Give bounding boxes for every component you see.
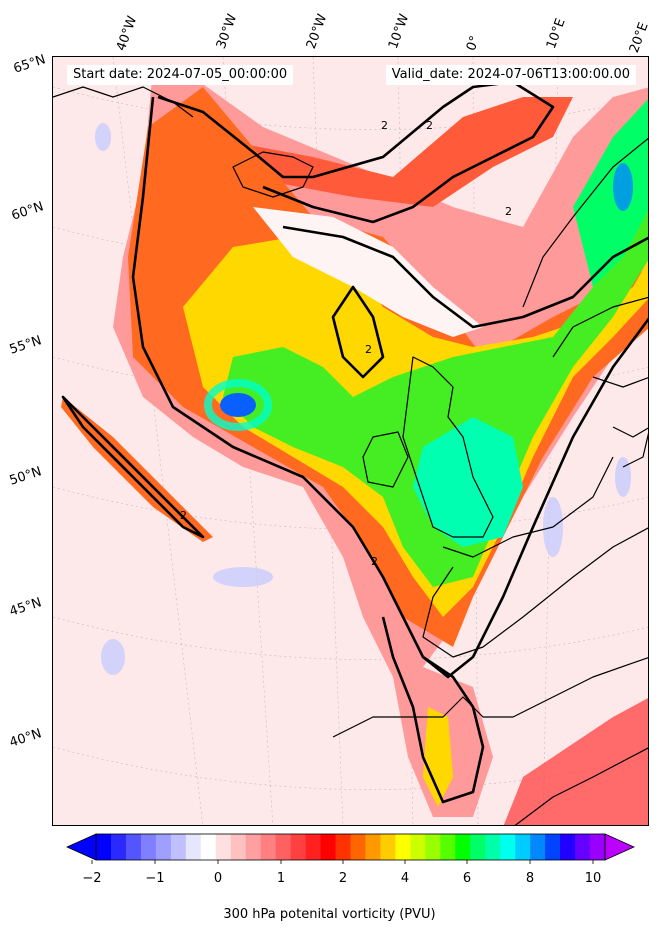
lat-label-50n: 50°N [7, 464, 44, 489]
contour-label: 2 [505, 205, 512, 218]
colorbar-segment [320, 834, 337, 860]
colorbar-tick-label: 4 [400, 871, 410, 886]
north-africa-coast [514, 747, 648, 825]
pv-band-north [233, 97, 573, 207]
colorbar-segments [96, 834, 606, 860]
contour-label: 2 [426, 119, 433, 132]
colorbar-over-arrow [604, 833, 635, 861]
lat-label-45n: 45°N [7, 595, 44, 620]
pv-white-gap [253, 207, 483, 337]
colorbar-segment [500, 834, 516, 860]
coastlines [53, 86, 648, 825]
colorbar-segment [470, 834, 486, 860]
start-date-label: Start date: 2024-07-05_00:00:00 [67, 65, 294, 85]
colorbar-segment [230, 834, 247, 860]
colorbar-segment [530, 834, 546, 860]
valid-date-label: Valid_date: 2024-07-06T13:00:00.00 [385, 65, 636, 85]
lon-label-10e: 10°E [543, 16, 569, 51]
colorbar-segment [125, 834, 142, 860]
baltic-coast [592, 376, 648, 468]
pv-south-tongue [423, 707, 453, 807]
contour-label: 2 [371, 555, 378, 568]
colorbar-segment [425, 834, 441, 860]
pv-core-cyan [413, 417, 523, 547]
colorbar-segment [275, 834, 292, 860]
scandinavia-coast [522, 137, 648, 358]
colorbar-segment [455, 834, 471, 860]
colorbar-segment [350, 834, 366, 860]
pv-ne-green [573, 99, 648, 287]
britain-coast [402, 356, 494, 538]
colorbar-under-arrow [66, 833, 97, 861]
pv-field-map: 2 2 2 2 2 2 [53, 57, 648, 825]
lon-label-0: 0° [463, 33, 484, 53]
colorbar-segment [155, 834, 172, 860]
lat-label-60n: 60°N [9, 199, 46, 224]
lat-label-40n: 40°N [7, 726, 44, 751]
colorbar-tick-label: 10 [584, 871, 602, 886]
colorbar-segment [590, 834, 606, 860]
iceland-coast [232, 151, 314, 198]
pv-ne-blue [613, 163, 633, 211]
lat-label-65n: 65°N [11, 52, 48, 77]
colorbar-segment [560, 834, 576, 860]
lon-label-20e: 20°E [626, 20, 652, 55]
colorbar-segment [545, 834, 561, 860]
colorbar-tick-label: 1 [276, 871, 286, 886]
colorbar-segment [140, 834, 157, 860]
contour-label: 2 [365, 343, 372, 356]
map-panel: 2 2 2 2 2 2 Start date: 2024-07-05_00:00… [52, 56, 649, 826]
colorbar-segment [260, 834, 277, 860]
colorbar-segment [395, 834, 411, 860]
colorbar-segment [245, 834, 262, 860]
colorbar-segment [290, 834, 307, 860]
lon-label-40w: 40°W [113, 14, 141, 53]
low-pv-patches [95, 123, 631, 675]
colorbar-segment [575, 834, 591, 860]
colorbar-tick-label: −2 [82, 871, 102, 886]
lat-label-55n: 55°N [7, 333, 44, 358]
lon-label-20w: 20°W [303, 12, 331, 51]
colorbar-segment [96, 834, 112, 860]
colorbar-tick-label: 6 [462, 871, 472, 886]
colorbar-segment [110, 834, 127, 860]
france-coast [422, 456, 648, 658]
colorbar-ticks [91, 860, 594, 864]
colorbar-segment [515, 834, 531, 860]
pv-se-region [503, 698, 648, 825]
colorbar-tick-label: −1 [145, 871, 165, 886]
colorbar-segment [185, 834, 202, 860]
lon-label-10w: 10°W [385, 12, 413, 51]
colorbar-segment [380, 834, 396, 860]
colorbar-segment [215, 834, 232, 860]
colorbar-title: 300 hPa potenital vorticity (PVU) [223, 907, 436, 922]
colorbar-segment [485, 834, 501, 860]
colorbar-segment [170, 834, 187, 860]
colorbar-segment [440, 834, 456, 860]
colorbar-segment [410, 834, 426, 860]
colorbar-segment [335, 834, 351, 860]
colorbar-frame [95, 833, 606, 861]
colorbar [66, 833, 635, 864]
colorbar-tick-label: 8 [525, 871, 535, 886]
colorbar-segment [365, 834, 381, 860]
colorbar-segment [305, 834, 322, 860]
colorbar-tick-label: 0 [213, 871, 223, 886]
contour-label: 2 [180, 509, 187, 522]
colorbar-segment [200, 834, 217, 860]
colorbar-tick-label: 2 [338, 871, 348, 886]
iberia-coast [332, 657, 648, 738]
lon-label-30w: 30°W [213, 12, 241, 51]
greenland-coast [53, 86, 194, 118]
ireland-coast [362, 431, 409, 488]
contour-label: 2 [381, 119, 388, 132]
pv-vortex-blue [220, 393, 256, 417]
pv-core-green [223, 199, 648, 587]
